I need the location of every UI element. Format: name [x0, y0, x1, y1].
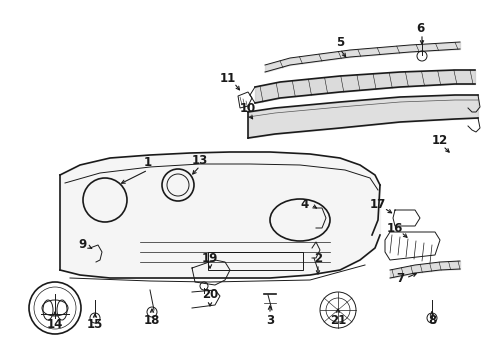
- Text: 20: 20: [202, 288, 218, 302]
- Text: 13: 13: [192, 153, 208, 166]
- Text: 14: 14: [47, 319, 63, 332]
- Text: 2: 2: [314, 252, 322, 265]
- Text: 16: 16: [387, 221, 403, 234]
- Text: 7: 7: [396, 271, 404, 284]
- Text: 4: 4: [301, 198, 309, 211]
- Text: 8: 8: [428, 314, 436, 327]
- Text: 9: 9: [78, 238, 86, 252]
- Text: 21: 21: [330, 314, 346, 327]
- Text: 10: 10: [240, 102, 256, 114]
- Text: 15: 15: [87, 319, 103, 332]
- Text: 3: 3: [266, 314, 274, 327]
- Text: 5: 5: [336, 36, 344, 49]
- Text: 1: 1: [144, 157, 152, 170]
- Text: 12: 12: [432, 134, 448, 147]
- Text: 17: 17: [370, 198, 386, 211]
- Text: 18: 18: [144, 314, 160, 327]
- Text: 6: 6: [416, 22, 424, 35]
- Text: 11: 11: [220, 72, 236, 85]
- Text: 19: 19: [202, 252, 218, 265]
